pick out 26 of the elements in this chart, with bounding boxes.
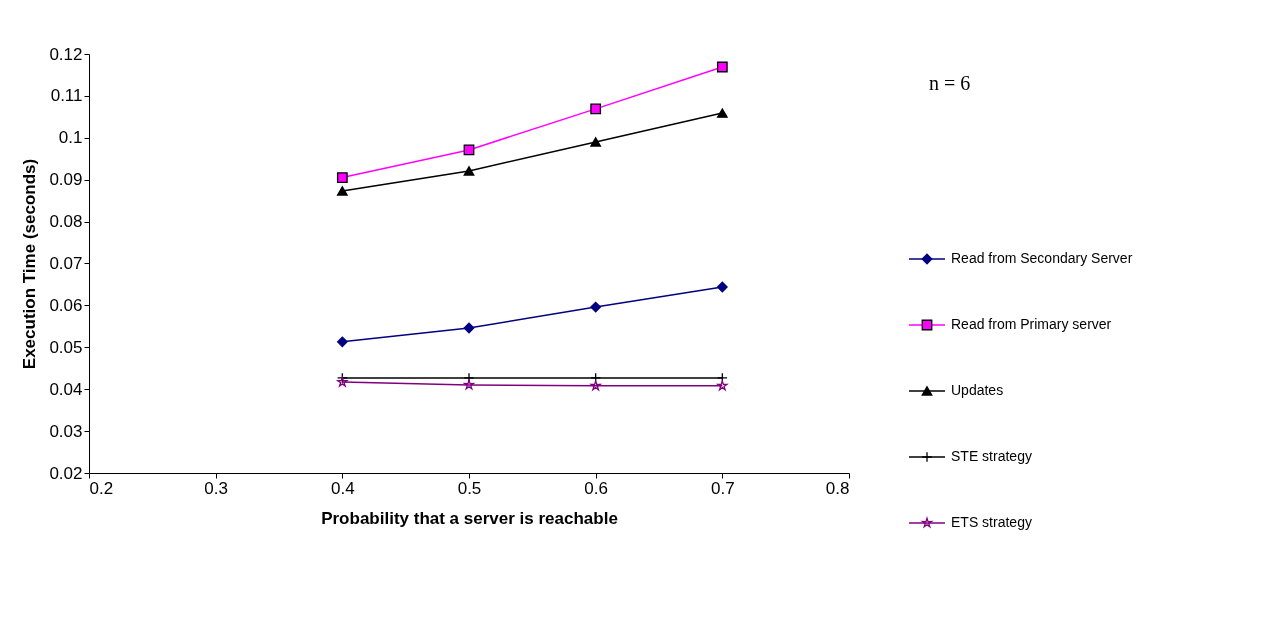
x-tick-label: 0.7 xyxy=(711,478,735,498)
legend-label: Read from Primary server xyxy=(951,316,1112,332)
y-tick-label: 0.11 xyxy=(50,86,83,106)
legend-label: Read from Secondary Server xyxy=(951,250,1133,266)
y-tick-label: 0.1 xyxy=(58,128,83,148)
y-tick-label: 0.04 xyxy=(49,379,83,399)
y-tick-label: 0.03 xyxy=(49,421,83,441)
y-tick-label: 0.02 xyxy=(49,463,83,483)
legend-label: Updates xyxy=(951,382,1004,398)
y-tick-label: 0.12 xyxy=(49,44,83,64)
x-tick-label: 0.6 xyxy=(584,478,608,498)
y-tick-label: 0.05 xyxy=(49,337,83,357)
legend-label: STE strategy xyxy=(951,448,1032,464)
y-tick-label: 0.07 xyxy=(49,254,83,273)
legend-label: ETS strategy xyxy=(951,514,1032,530)
x-tick-label: 0.5 xyxy=(457,478,482,498)
x-axis-title: Probability that a server is reachable xyxy=(321,508,618,528)
x-tick-label: 0.2 xyxy=(89,478,114,498)
text: n = 6 xyxy=(929,72,971,94)
x-tick-label: 0.8 xyxy=(825,478,850,498)
x-tick-label: 0.4 xyxy=(331,478,355,498)
y-axis-title: Execution Time (seconds) xyxy=(20,158,40,370)
y-tick-label: 0.09 xyxy=(49,170,83,190)
y-tick-label: 0.06 xyxy=(49,295,83,315)
y-tick-label: 0.08 xyxy=(49,212,83,232)
x-tick-label: 0.3 xyxy=(204,478,228,498)
